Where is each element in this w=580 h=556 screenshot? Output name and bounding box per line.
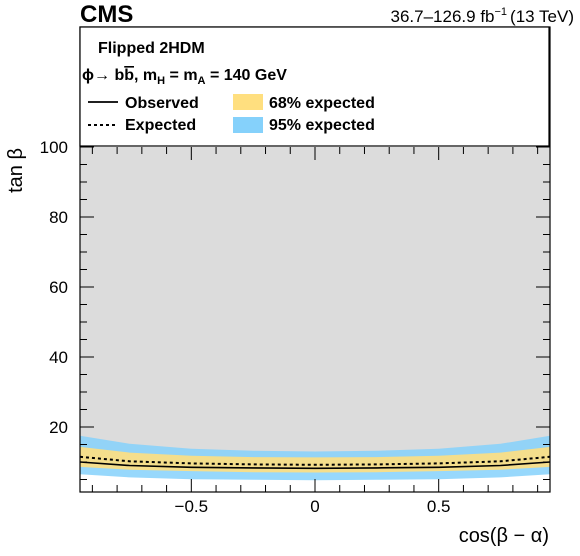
legend-68: 68% expected [269,95,375,112]
plot-content [80,147,550,481]
observed-line [80,461,550,470]
axis-ticks: −0.5 0 0.5 20 40 60 80 100 [40,138,550,516]
process-m1: , m [134,67,157,84]
energy-label: (13 TeV) [510,7,574,26]
process-pre: ϕ→ b [82,67,124,84]
y-tick-label: 40 [49,348,68,367]
x-tick-label: 0 [310,497,319,516]
legend: Flipped 2HDM ϕ→ bb, mH = mA = 140 GeV Ob… [79,26,550,147]
y-tick-label: 100 [40,138,68,157]
x-tick-label: −0.5 [175,497,209,516]
legend-observed: Observed [125,95,199,112]
legend-model: Flipped 2HDM [98,40,205,57]
x-axis-title: cos(β − α) [459,525,549,547]
band-68-expected [80,446,550,473]
y-tick-label: 60 [49,278,68,297]
luminosity-value: 36.7–126.9 fb [391,7,495,26]
luminosity-label: 36.7–126.9 fb−1 (13 TeV) [391,6,574,26]
luminosity-exponent: −1 [495,6,508,18]
legend-box [79,26,550,147]
sub-a: A [198,75,206,87]
y-axis-title: tan β [5,148,27,193]
legend-process: ϕ→ bb, mH = mA = 140 GeV [82,67,287,87]
legend-expected: Expected [125,117,196,134]
expected-line [80,455,550,466]
process-bbar: b [124,67,134,84]
process-eq: = m [165,67,197,84]
sub-h: H [157,75,165,87]
y-tick-label: 80 [49,208,68,227]
cms-label: CMS [80,1,133,28]
y-tick-label: 20 [49,418,68,437]
x-tick-label: 0.5 [427,497,451,516]
legend-95-swatch [233,117,263,133]
legend-95: 95% expected [269,117,375,134]
process-post: = 140 GeV [206,67,288,84]
excluded-region [80,147,550,469]
legend-68-swatch [233,94,263,110]
